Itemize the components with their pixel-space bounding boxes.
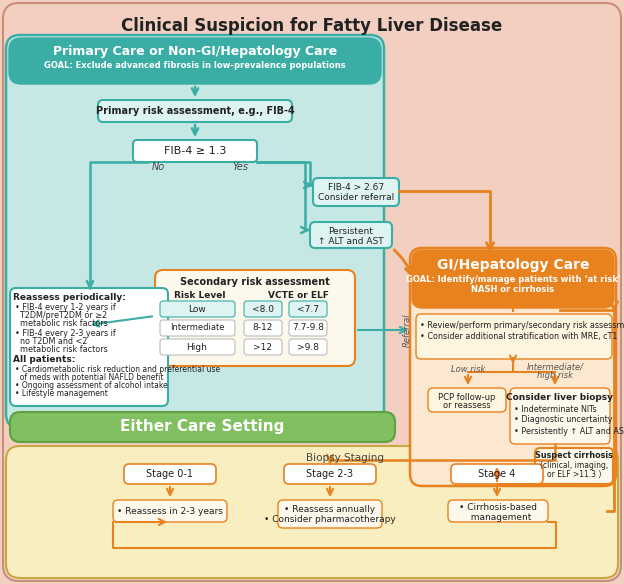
FancyBboxPatch shape <box>278 500 382 528</box>
FancyBboxPatch shape <box>410 248 616 486</box>
Text: <7.7: <7.7 <box>297 304 319 314</box>
Text: Primary Care or Non-GI/Hepatology Care: Primary Care or Non-GI/Hepatology Care <box>53 46 337 58</box>
Text: Low: Low <box>188 304 206 314</box>
Text: GOAL: Exclude advanced fibrosis in low-prevalence populations: GOAL: Exclude advanced fibrosis in low-p… <box>44 61 346 71</box>
Text: no T2DM and <2: no T2DM and <2 <box>15 336 87 346</box>
FancyBboxPatch shape <box>289 320 327 336</box>
FancyBboxPatch shape <box>6 446 618 578</box>
FancyBboxPatch shape <box>244 320 282 336</box>
Text: or reassess: or reassess <box>443 402 491 411</box>
Text: Referral: Referral <box>402 313 411 347</box>
Text: • Cirrhosis-based: • Cirrhosis-based <box>459 503 537 513</box>
Text: • Review/perform primary/secondary risk assessment: • Review/perform primary/secondary risk … <box>420 321 624 329</box>
Text: PCP follow-up: PCP follow-up <box>438 392 495 402</box>
FancyBboxPatch shape <box>535 448 613 484</box>
FancyBboxPatch shape <box>160 320 235 336</box>
Text: • Reassess in 2-3 years: • Reassess in 2-3 years <box>117 506 223 516</box>
Text: • Ongoing assessment of alcohol intake: • Ongoing assessment of alcohol intake <box>15 381 168 390</box>
Text: (clinical, imaging,: (clinical, imaging, <box>540 461 608 471</box>
Text: GI/Hepatology Care: GI/Hepatology Care <box>437 258 589 272</box>
Text: VCTE or ELF: VCTE or ELF <box>268 290 328 300</box>
FancyBboxPatch shape <box>412 250 614 308</box>
Text: Clinical Suspicion for Fatty Liver Disease: Clinical Suspicion for Fatty Liver Disea… <box>122 17 502 35</box>
FancyBboxPatch shape <box>284 464 376 484</box>
Text: NASH or cirrhosis: NASH or cirrhosis <box>472 286 555 294</box>
Text: Suspect cirrhosis: Suspect cirrhosis <box>535 451 613 461</box>
Text: metabolic risk factors: metabolic risk factors <box>15 345 108 353</box>
FancyBboxPatch shape <box>451 464 543 484</box>
Text: FIB-4 ≥ 1.3: FIB-4 ≥ 1.3 <box>164 146 226 156</box>
Text: Biopsy Staging: Biopsy Staging <box>306 453 384 463</box>
Text: • FIB-4 every 2-3 years if: • FIB-4 every 2-3 years if <box>15 328 115 338</box>
FancyBboxPatch shape <box>155 270 355 366</box>
Text: Secondary risk assessment: Secondary risk assessment <box>180 277 330 287</box>
Text: • Persistently ↑ ALT and AST: • Persistently ↑ ALT and AST <box>514 426 624 436</box>
FancyBboxPatch shape <box>3 3 621 581</box>
Text: metabolic risk factors: metabolic risk factors <box>15 318 108 328</box>
Text: high risk: high risk <box>537 371 573 381</box>
FancyBboxPatch shape <box>416 314 612 359</box>
Text: • Indeterminate NITs: • Indeterminate NITs <box>514 405 597 413</box>
FancyBboxPatch shape <box>289 301 327 317</box>
Text: Risk Level: Risk Level <box>174 290 226 300</box>
Text: Stage 0-1: Stage 0-1 <box>147 469 193 479</box>
Text: Persistent: Persistent <box>329 227 373 235</box>
FancyBboxPatch shape <box>10 412 395 442</box>
FancyBboxPatch shape <box>133 140 257 162</box>
Text: Primary risk assessment, e.g., FIB-4: Primary risk assessment, e.g., FIB-4 <box>95 106 295 116</box>
Text: Stage 4: Stage 4 <box>479 469 515 479</box>
FancyBboxPatch shape <box>160 301 235 317</box>
FancyBboxPatch shape <box>113 500 227 522</box>
Text: Either Care Setting: Either Care Setting <box>120 419 284 434</box>
Text: • Consider pharmacotherapy: • Consider pharmacotherapy <box>264 516 396 524</box>
Text: FIB-4 > 2.67: FIB-4 > 2.67 <box>328 182 384 192</box>
Text: Intermediate/: Intermediate/ <box>527 363 583 371</box>
Text: Low risk: Low risk <box>451 364 485 374</box>
Text: No: No <box>152 162 165 172</box>
FancyBboxPatch shape <box>244 301 282 317</box>
Text: All patients:: All patients: <box>13 356 76 364</box>
Text: management: management <box>465 513 531 523</box>
FancyBboxPatch shape <box>124 464 216 484</box>
Text: ↑ ALT and AST: ↑ ALT and AST <box>318 237 384 245</box>
Text: • FIB-4 every 1-2 years if: • FIB-4 every 1-2 years if <box>15 303 115 311</box>
Text: • Cardiometabolic risk reduction and preferential use: • Cardiometabolic risk reduction and pre… <box>15 364 220 374</box>
Text: >9.8: >9.8 <box>297 342 319 352</box>
FancyBboxPatch shape <box>428 388 506 412</box>
Text: • Consider additional stratification with MRE, cT1: • Consider additional stratification wit… <box>420 332 617 342</box>
Text: Consider referral: Consider referral <box>318 193 394 203</box>
Text: • Reassess annually: • Reassess annually <box>285 505 376 513</box>
Text: <8.0: <8.0 <box>252 304 274 314</box>
Text: Reassess periodically:: Reassess periodically: <box>13 293 126 301</box>
FancyBboxPatch shape <box>6 35 384 428</box>
FancyBboxPatch shape <box>160 339 235 355</box>
Text: • Diagnostic uncertainty: • Diagnostic uncertainty <box>514 415 613 425</box>
FancyBboxPatch shape <box>98 100 292 122</box>
Text: 8-12: 8-12 <box>253 324 273 332</box>
Text: Consider liver biopsy: Consider liver biopsy <box>507 394 613 402</box>
FancyBboxPatch shape <box>244 339 282 355</box>
Text: • Lifestyle management: • Lifestyle management <box>15 388 108 398</box>
Text: High: High <box>187 342 207 352</box>
FancyBboxPatch shape <box>310 222 392 248</box>
Text: or ELF >11.3 ): or ELF >11.3 ) <box>547 471 601 479</box>
Text: T2DM/preT2DM or ≥2: T2DM/preT2DM or ≥2 <box>15 311 107 319</box>
FancyBboxPatch shape <box>10 288 168 406</box>
FancyBboxPatch shape <box>448 500 548 522</box>
FancyBboxPatch shape <box>510 388 610 444</box>
Text: Stage 2-3: Stage 2-3 <box>306 469 354 479</box>
Text: >12: >12 <box>253 342 273 352</box>
Text: 7.7-9.8: 7.7-9.8 <box>292 324 324 332</box>
Text: GOAL: Identify/manage patients with ‘at risk’: GOAL: Identify/manage patients with ‘at … <box>406 276 620 284</box>
FancyBboxPatch shape <box>313 178 399 206</box>
Text: Yes: Yes <box>232 162 248 172</box>
Text: Intermediate: Intermediate <box>170 324 224 332</box>
FancyBboxPatch shape <box>9 38 381 84</box>
Text: of meds with potential NAFLD benefit: of meds with potential NAFLD benefit <box>15 373 163 381</box>
FancyBboxPatch shape <box>289 339 327 355</box>
